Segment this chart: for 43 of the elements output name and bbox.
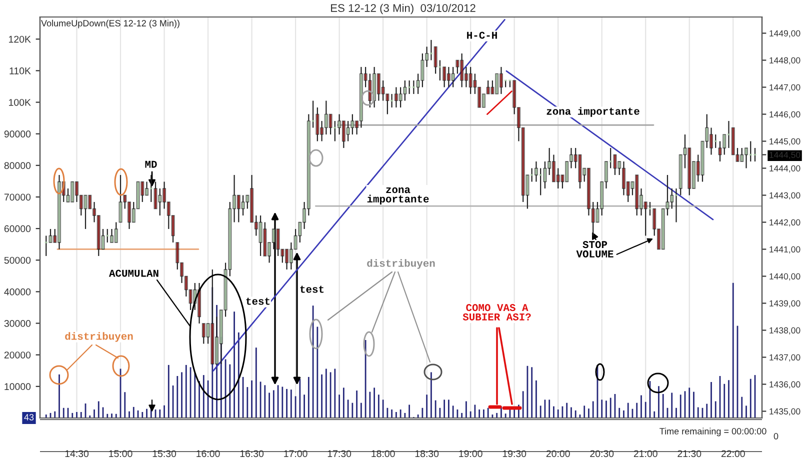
annotation: ACUMULAN: [108, 270, 158, 277]
y-tick-label: 120K: [9, 36, 31, 43]
y2-tick-label: 1446,00: [770, 111, 800, 118]
y2-tick-label: 1443,00: [770, 192, 800, 200]
y2-tick-label: 1449,00: [770, 30, 800, 38]
annotation: distribuyen: [367, 259, 435, 269]
y2-tick-label: 1435,00: [770, 408, 800, 416]
y-tick-label: 40000: [4, 288, 31, 296]
text: 43: [24, 414, 34, 420]
annotation: STOP VOLUME: [576, 241, 614, 258]
annotation: zona importante: [546, 107, 640, 117]
y2-tick-label: 1442,00: [770, 219, 800, 227]
annotation: H-C-H: [467, 32, 497, 39]
y2-tick-label: 1436,00: [770, 381, 800, 389]
y2-tick-label: 1445,00: [770, 138, 800, 146]
y-tick-label: 10000: [4, 383, 31, 390]
annotation: COMO VAS A SUBIER ASI?: [462, 304, 531, 320]
annotation: test: [300, 286, 324, 293]
y2-tick-label: 1438,00: [770, 327, 800, 335]
y2-tick-label: 1444,00: [770, 165, 800, 173]
annotation: zona importante: [367, 187, 429, 205]
y-tick-label: 60000: [4, 225, 31, 232]
y2-tick-label: 1437,00: [770, 354, 800, 362]
annotation: VolumeUpDown(ES 12-12 (3 Min)): [41, 20, 180, 28]
y-tick-label: 50000: [4, 256, 31, 264]
y-tick-label: 70000: [4, 194, 31, 201]
text: 0: [774, 433, 778, 440]
y2-tick-label: 1440,00: [770, 273, 800, 281]
annotation: distribuyen: [65, 332, 133, 342]
y-tick-label: 20000: [4, 352, 31, 358]
y2-tick-label: 1441,00: [770, 246, 800, 254]
y-tick-label: 30000: [4, 320, 31, 327]
y-tick-label: 110K: [10, 67, 31, 74]
y-tick-label: 90000: [4, 130, 31, 138]
y-tick-label: 100K: [9, 98, 31, 106]
text: Time remaining = 00:00:00: [660, 428, 766, 436]
y2-tick-label: 1448,00: [770, 57, 800, 64]
y-tick-label: 80000: [4, 162, 31, 170]
chart-title: ES 12-12 (3 Min) 03/10/2012: [331, 4, 476, 14]
annotation: MD: [145, 160, 157, 168]
y2-tick-label: 1439,00: [770, 300, 800, 308]
y2-tick-label: 1447,00: [770, 84, 800, 92]
annotation: test: [246, 298, 270, 305]
